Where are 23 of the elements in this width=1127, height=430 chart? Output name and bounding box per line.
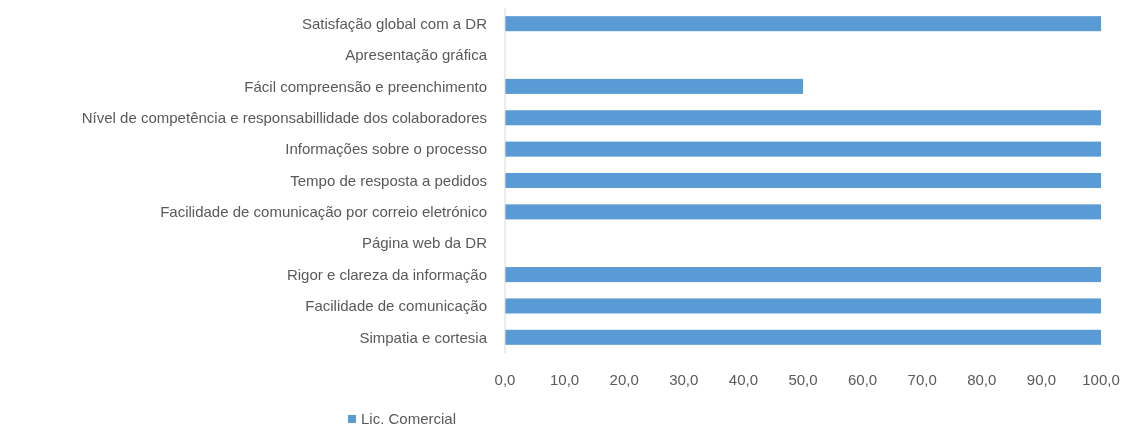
y-tick-label: Página web da DR: [361, 234, 488, 252]
x-tick-label: 10,0: [550, 371, 580, 389]
y-tick-label: Informações sobre o processo: [285, 140, 487, 158]
legend-label: Lic. Comercial: [361, 410, 457, 428]
x-tick-label: 30,0: [669, 371, 699, 389]
x-tick-label: 90,0: [1026, 371, 1056, 389]
y-tick-label: Apresentação gráfica: [345, 46, 488, 64]
x-tick-label: 50,0: [788, 371, 818, 389]
x-tick-label: 80,0: [967, 371, 997, 389]
y-tick-label: Facilidade de comunicação: [305, 297, 487, 315]
x-tick-label: 60,0: [848, 371, 878, 389]
y-tick-label: Simpatia e cortesia: [359, 328, 488, 346]
x-tick-label: 100,0: [1082, 371, 1120, 389]
y-tick-label: Fácil compreensão e preenchimento: [244, 77, 487, 95]
x-tick-label: 0,0: [494, 371, 516, 389]
y-tick-label: Nível de competência e responsabillidade dos colaboradores: [81, 109, 487, 127]
x-tick-label: 20,0: [609, 371, 639, 389]
y-tick-label: Satisfação global com a DR: [301, 14, 488, 32]
x-tick-label: 70,0: [907, 371, 937, 389]
y-tick-label: Rigor e clareza da informação: [286, 265, 487, 283]
x-tick-label: 40,0: [728, 371, 758, 389]
y-tick-label: Facilidade de comunicação por correio eletrónico: [160, 203, 487, 221]
y-tick-label: Tempo de resposta a pedidos: [290, 171, 487, 189]
